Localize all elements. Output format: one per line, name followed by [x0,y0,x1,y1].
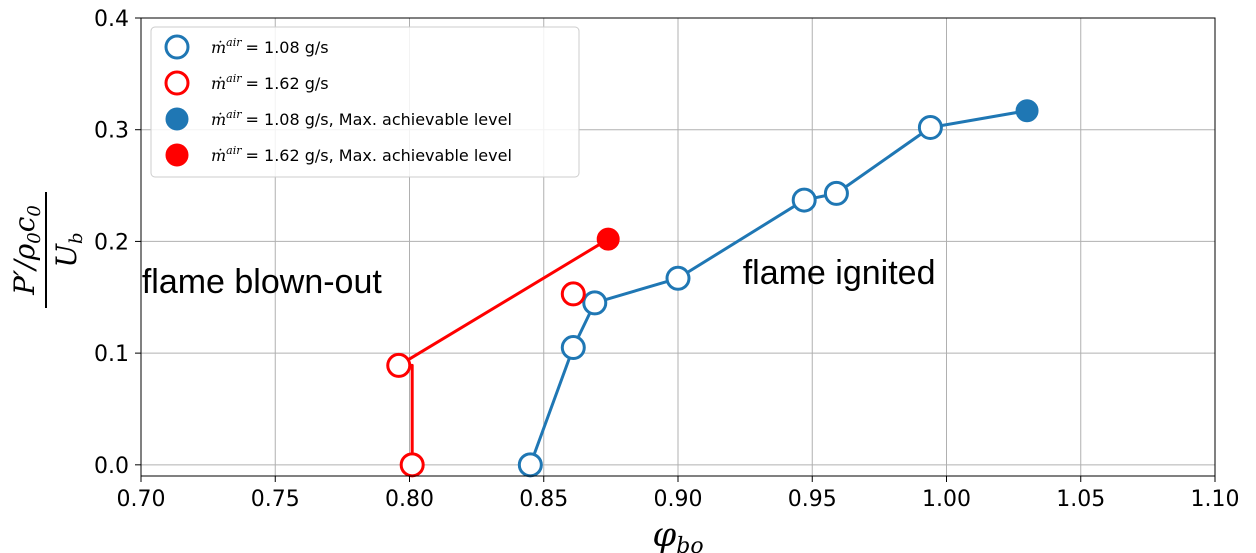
legend-mdot: ṁ [211,146,226,165]
y-label-part: 0 [24,232,45,243]
legend-text-value: = 1.08 g/s, Max. achievable level [246,110,512,129]
data-point [917,114,943,140]
x-tick-label: 0.85 [519,487,568,512]
legend-text-value: = 1.08 g/s [246,38,329,57]
y-axis-label-numerator: P′/ρ0c0 [8,205,45,296]
data-point [665,265,691,291]
legend-mdot: ṁ [211,110,226,129]
legend-marker [164,70,190,96]
y-tick-label: 0.3 [94,119,129,144]
annotation-text: flame blown-out [142,263,383,301]
data-point [517,452,543,478]
legend-entry: ṁair = 1.08 g/s, Max. achievable level [211,108,512,129]
legend-superscript: air [226,108,242,121]
x-tick-label: 0.95 [788,487,837,512]
y-label-part: b [66,232,87,244]
x-tick-label: 0.70 [117,487,166,512]
annotation-layer: flame blown-out flame ignited [142,254,936,301]
x-tick-label: 0.90 [654,487,703,512]
y-tick-label: 0.4 [94,7,129,32]
x-tick-label: 0.75 [251,487,300,512]
data-point [399,452,425,478]
data-point [560,281,586,307]
y-axis-label-denominator: Ub [50,232,87,267]
y-label-part: P′/ρ [8,243,41,296]
marker-layer [386,99,1039,478]
legend-superscript: air [226,144,242,157]
legend-box [150,26,580,178]
data-point [582,290,608,316]
y-label-part: c [8,216,41,232]
max-level-point [1015,99,1039,123]
x-axis-label-subscript: bo [676,534,703,553]
legend-mdot: ṁ [211,38,226,57]
data-point [386,352,412,378]
x-axis-label: φbo [652,515,703,553]
legend-superscript: air [226,36,242,49]
x-tick-label: 1.00 [922,487,971,512]
axis-layer: 0.70 0.75 0.80 0.85 0.90 0.95 1.00 1.05 1.10 0.0 0… [8,7,1239,553]
y-tick-label: 0.1 [94,342,129,367]
data-point [823,180,849,206]
plot-frame [140,17,1216,477]
y-label-part: U [50,243,83,268]
legend-entry: ṁair = 1.62 g/s [211,72,329,93]
y-label-part: 0 [24,205,45,216]
max-level-point [596,227,620,251]
data-point [791,187,817,213]
legend-superscript: air [226,72,242,85]
legend-marker [164,34,190,60]
legend-mdot: ṁ [211,74,226,93]
y-tick-label: 0.0 [94,454,129,479]
legend-entry: ṁair = 1.62 g/s, Max. achievable level [211,144,512,165]
legend-marker [165,107,189,131]
legend-text-value: = 1.62 g/s, Max. achievable level [246,146,512,165]
y-tick-label: 0.2 [94,230,129,255]
legend-text-value: = 1.62 g/s [246,74,329,93]
x-axis-label-symbol: φ [652,515,676,553]
legend-marker [165,143,189,167]
annotation-text: flame ignited [743,254,936,292]
x-tick-label: 1.05 [1056,487,1105,512]
data-point [560,335,586,361]
x-tick-label: 1.10 [1191,487,1240,512]
x-tick-label: 0.80 [385,487,434,512]
legend-entry: ṁair = 1.08 g/s [211,36,329,57]
